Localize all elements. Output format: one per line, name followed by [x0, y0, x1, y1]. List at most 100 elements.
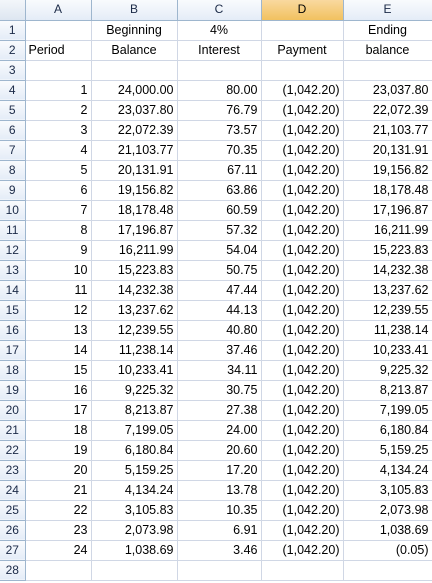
select-all-corner[interactable] — [0, 0, 26, 21]
cell-c[interactable]: 60.59 — [177, 200, 262, 221]
cell-d[interactable]: (1,042.20) — [261, 420, 344, 441]
cell-a[interactable]: 20 — [25, 460, 92, 481]
cell-b[interactable]: 3,105.83 — [91, 500, 178, 521]
cell-a[interactable]: 12 — [25, 300, 92, 321]
cell-e[interactable]: 18,178.48 — [343, 180, 432, 201]
cell-d[interactable] — [261, 560, 344, 581]
cell-d[interactable]: (1,042.20) — [261, 440, 344, 461]
cell-e[interactable]: 5,159.25 — [343, 440, 432, 461]
row-header[interactable]: 7 — [0, 140, 26, 161]
cell-a[interactable]: 7 — [25, 200, 92, 221]
cell-e[interactable] — [343, 560, 432, 581]
cell-e[interactable]: 21,103.77 — [343, 120, 432, 141]
cell-b[interactable]: 15,223.83 — [91, 260, 178, 281]
cell-a[interactable]: 22 — [25, 500, 92, 521]
cell-c[interactable]: 47.44 — [177, 280, 262, 301]
cell-b[interactable]: Beginning — [91, 20, 178, 41]
row-header[interactable]: 23 — [0, 460, 26, 481]
row-header[interactable]: 17 — [0, 340, 26, 361]
row-header[interactable]: 9 — [0, 180, 26, 201]
cell-e[interactable]: 14,232.38 — [343, 260, 432, 281]
cell-e[interactable]: 13,237.62 — [343, 280, 432, 301]
cell-d[interactable]: (1,042.20) — [261, 500, 344, 521]
cell-d[interactable]: (1,042.20) — [261, 260, 344, 281]
cell-b[interactable] — [91, 60, 178, 81]
cell-a[interactable]: 24 — [25, 540, 92, 561]
cell-c[interactable]: 44.13 — [177, 300, 262, 321]
row-header[interactable]: 22 — [0, 440, 26, 461]
cell-c[interactable] — [177, 560, 262, 581]
cell-b[interactable]: 17,196.87 — [91, 220, 178, 241]
cell-a[interactable]: 21 — [25, 480, 92, 501]
cell-d[interactable]: (1,042.20) — [261, 80, 344, 101]
cell-b[interactable]: 7,199.05 — [91, 420, 178, 441]
cell-a[interactable]: 18 — [25, 420, 92, 441]
cell-d[interactable]: (1,042.20) — [261, 180, 344, 201]
cell-e[interactable]: 7,199.05 — [343, 400, 432, 421]
cell-e[interactable]: 9,225.32 — [343, 360, 432, 381]
cell-c[interactable]: 76.79 — [177, 100, 262, 121]
cell-e[interactable]: 4,134.24 — [343, 460, 432, 481]
cell-e[interactable]: 15,223.83 — [343, 240, 432, 261]
cell-c[interactable]: 17.20 — [177, 460, 262, 481]
row-header[interactable]: 27 — [0, 540, 26, 561]
cell-b[interactable]: Balance — [91, 40, 178, 61]
cell-e[interactable]: 1,038.69 — [343, 520, 432, 541]
cell-a[interactable]: 14 — [25, 340, 92, 361]
cell-a[interactable]: 6 — [25, 180, 92, 201]
cell-b[interactable]: 24,000.00 — [91, 80, 178, 101]
cell-e[interactable]: 12,239.55 — [343, 300, 432, 321]
cell-d[interactable]: (1,042.20) — [261, 220, 344, 241]
cell-c[interactable]: 13.78 — [177, 480, 262, 501]
cell-b[interactable]: 23,037.80 — [91, 100, 178, 121]
cell-e[interactable]: 16,211.99 — [343, 220, 432, 241]
cell-c[interactable]: 10.35 — [177, 500, 262, 521]
cell-e[interactable] — [343, 60, 432, 81]
row-header[interactable]: 4 — [0, 80, 26, 101]
row-header[interactable]: 26 — [0, 520, 26, 541]
cell-a[interactable]: 8 — [25, 220, 92, 241]
cell-e[interactable]: 6,180.84 — [343, 420, 432, 441]
cell-c[interactable]: 6.91 — [177, 520, 262, 541]
row-header[interactable]: 16 — [0, 320, 26, 341]
cell-d[interactable]: (1,042.20) — [261, 100, 344, 121]
cell-a[interactable]: 10 — [25, 260, 92, 281]
row-header[interactable]: 21 — [0, 420, 26, 441]
cell-b[interactable]: 2,073.98 — [91, 520, 178, 541]
cell-c[interactable]: 3.46 — [177, 540, 262, 561]
row-header[interactable]: 1 — [0, 20, 26, 41]
cell-e[interactable]: 3,105.83 — [343, 480, 432, 501]
column-header-d[interactable]: D — [261, 0, 344, 21]
cell-a[interactable]: 3 — [25, 120, 92, 141]
cell-b[interactable] — [91, 560, 178, 581]
cell-b[interactable]: 6,180.84 — [91, 440, 178, 461]
row-header[interactable]: 13 — [0, 260, 26, 281]
cell-c[interactable]: 27.38 — [177, 400, 262, 421]
cell-d[interactable]: (1,042.20) — [261, 320, 344, 341]
cell-b[interactable]: 18,178.48 — [91, 200, 178, 221]
cell-c[interactable]: 4% — [177, 20, 262, 41]
cell-e[interactable]: 20,131.91 — [343, 140, 432, 161]
cell-d[interactable]: (1,042.20) — [261, 400, 344, 421]
cell-a[interactable] — [25, 560, 92, 581]
cell-b[interactable]: 11,238.14 — [91, 340, 178, 361]
cell-c[interactable]: 70.35 — [177, 140, 262, 161]
cell-d[interactable]: (1,042.20) — [261, 120, 344, 141]
cell-b[interactable]: 19,156.82 — [91, 180, 178, 201]
cell-c[interactable]: 40.80 — [177, 320, 262, 341]
cell-d[interactable]: (1,042.20) — [261, 540, 344, 561]
cell-d[interactable]: (1,042.20) — [261, 480, 344, 501]
cell-a[interactable]: 17 — [25, 400, 92, 421]
cell-d[interactable]: (1,042.20) — [261, 520, 344, 541]
cell-e[interactable]: 23,037.80 — [343, 80, 432, 101]
cell-a[interactable]: 16 — [25, 380, 92, 401]
column-header-a[interactable]: A — [25, 0, 92, 21]
cell-c[interactable]: 24.00 — [177, 420, 262, 441]
cell-b[interactable]: 21,103.77 — [91, 140, 178, 161]
cell-e[interactable]: 2,073.98 — [343, 500, 432, 521]
column-header-b[interactable]: B — [91, 0, 178, 21]
cell-a[interactable]: 4 — [25, 140, 92, 161]
cell-e[interactable]: 11,238.14 — [343, 320, 432, 341]
cell-a[interactable]: 13 — [25, 320, 92, 341]
cell-d[interactable]: (1,042.20) — [261, 340, 344, 361]
